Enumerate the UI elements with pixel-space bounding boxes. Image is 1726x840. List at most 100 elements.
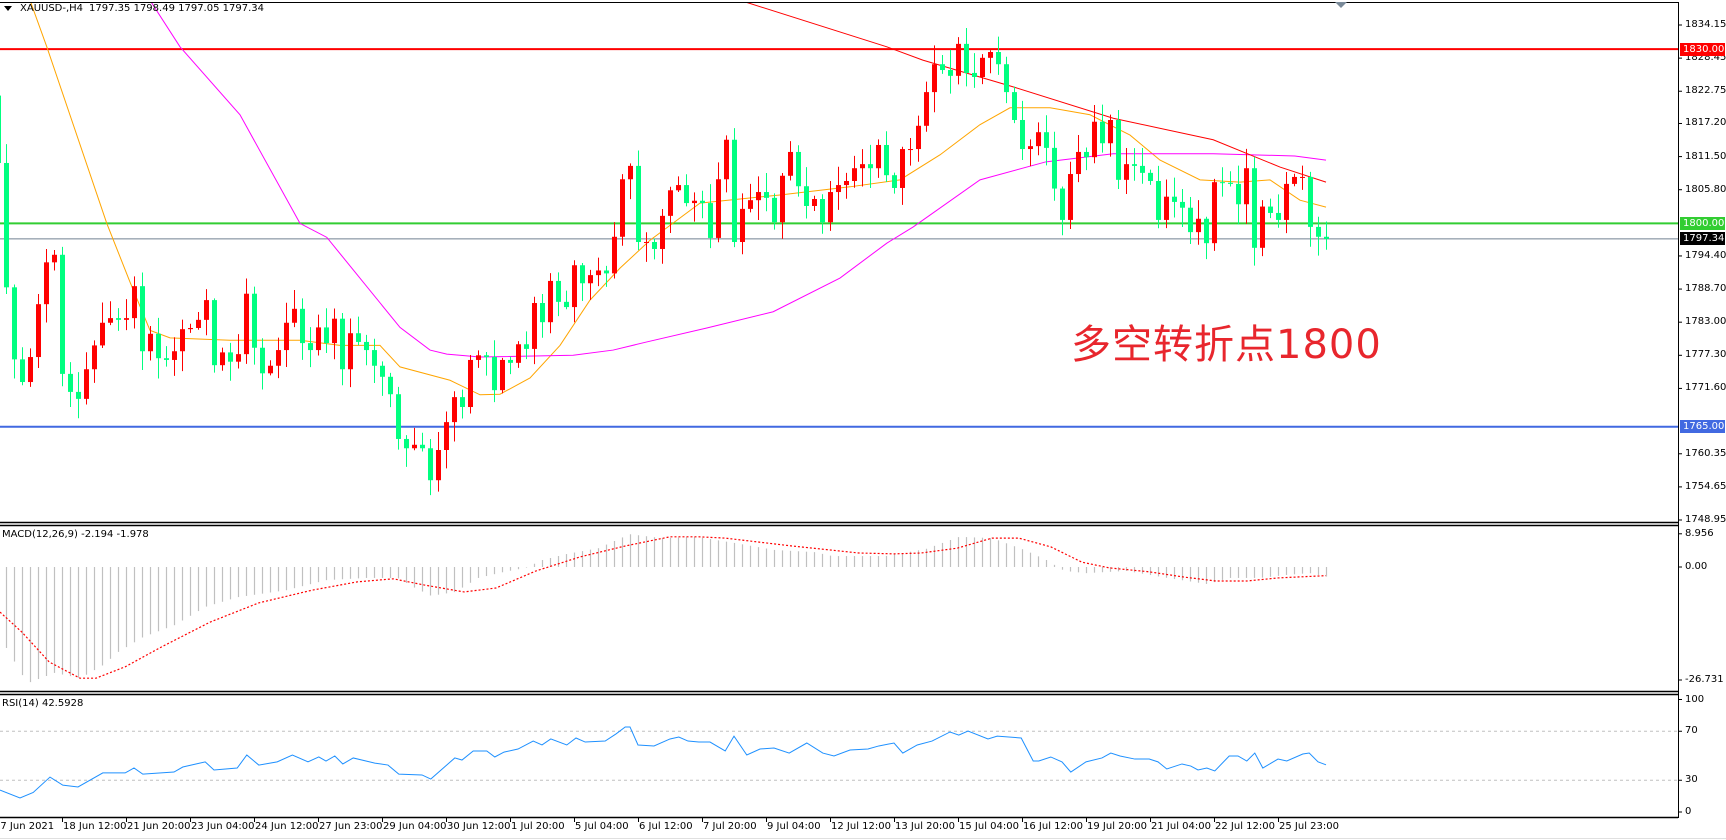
candle bbox=[436, 432, 441, 492]
candle bbox=[388, 372, 393, 408]
time-axis-label: 21 Jul 04:00 bbox=[1151, 821, 1211, 832]
candle-body bbox=[1324, 236, 1329, 239]
candle-body bbox=[468, 359, 473, 408]
candle-body bbox=[236, 354, 241, 362]
candle bbox=[604, 265, 609, 287]
candle bbox=[412, 427, 417, 451]
candle-body bbox=[1084, 151, 1089, 158]
candle-body bbox=[516, 344, 521, 363]
candle-body bbox=[228, 352, 233, 362]
candle bbox=[1036, 122, 1041, 156]
price-tick-label: 1834.15 bbox=[1685, 19, 1726, 30]
candle-body bbox=[1140, 165, 1145, 173]
candle-body bbox=[100, 322, 105, 346]
rsi-panel[interactable] bbox=[0, 726, 1678, 799]
price-tick-label: 1777.30 bbox=[1685, 349, 1726, 361]
candle-body bbox=[988, 52, 993, 58]
candle bbox=[844, 172, 849, 199]
macd-panel[interactable] bbox=[0, 534, 1328, 683]
level-price-tag: 1765.00 bbox=[1680, 420, 1725, 434]
candle-body bbox=[636, 165, 641, 243]
candle bbox=[836, 166, 841, 210]
candle-body bbox=[1300, 176, 1305, 178]
candle-body bbox=[908, 149, 913, 151]
candle-body bbox=[660, 215, 665, 249]
candle bbox=[1044, 115, 1049, 166]
candle-body bbox=[948, 70, 953, 76]
candle bbox=[932, 45, 937, 113]
candle-body bbox=[284, 322, 289, 351]
candle bbox=[860, 149, 865, 187]
time-axis-label: 7 Jul 20:00 bbox=[703, 821, 757, 832]
candle bbox=[1196, 200, 1201, 245]
candle bbox=[1324, 221, 1329, 250]
candle-body bbox=[268, 365, 273, 374]
candle-body bbox=[132, 286, 137, 319]
candle-body bbox=[316, 327, 321, 351]
price-tick-label: 1794.40 bbox=[1685, 249, 1726, 261]
candle bbox=[1012, 86, 1017, 124]
candle bbox=[1020, 100, 1025, 161]
candle-body bbox=[532, 303, 537, 349]
candle-body bbox=[1276, 212, 1281, 220]
candle bbox=[788, 141, 793, 181]
candle bbox=[780, 172, 785, 239]
candle bbox=[1148, 169, 1153, 185]
price-tick-label: 1771.60 bbox=[1685, 382, 1726, 394]
candle bbox=[908, 138, 913, 166]
candle-body bbox=[212, 300, 217, 366]
candle bbox=[116, 308, 121, 331]
candle-body bbox=[1076, 151, 1081, 175]
candle bbox=[1164, 179, 1169, 229]
chart-header: XAUUSD-,H4 1797.35 1798.49 1797.05 1797.… bbox=[4, 3, 264, 14]
chart-shift-marker-icon[interactable] bbox=[1335, 2, 1347, 8]
candle bbox=[1156, 165, 1161, 229]
candle bbox=[668, 186, 673, 233]
candle bbox=[1076, 135, 1081, 183]
candle-body bbox=[52, 254, 57, 263]
candle-body bbox=[1124, 164, 1129, 180]
candle bbox=[356, 316, 361, 346]
candle-body bbox=[0, 95, 1, 163]
candle-body bbox=[884, 144, 889, 176]
time-axis-label: 1 Jul 20:00 bbox=[511, 821, 565, 832]
candle-body bbox=[500, 359, 505, 391]
candle-body bbox=[876, 144, 881, 169]
candle-body bbox=[924, 92, 929, 126]
candle-body bbox=[444, 422, 449, 451]
candle-body bbox=[1204, 218, 1209, 244]
candle-body bbox=[1092, 121, 1097, 158]
candle bbox=[1236, 165, 1241, 225]
candle-body bbox=[36, 304, 41, 358]
macd-signal-line bbox=[0, 536, 1327, 679]
candle bbox=[420, 432, 425, 452]
rsi-line bbox=[0, 726, 1327, 799]
candle bbox=[252, 286, 257, 365]
triangle-down-icon[interactable] bbox=[4, 6, 12, 11]
candle bbox=[580, 262, 585, 302]
candle-body bbox=[460, 397, 465, 408]
candle-body bbox=[276, 350, 281, 366]
candle-body bbox=[612, 236, 617, 274]
candle bbox=[1244, 148, 1249, 224]
candle-body bbox=[340, 318, 345, 370]
candle bbox=[68, 362, 73, 407]
candle-body bbox=[1116, 119, 1121, 180]
candle bbox=[716, 162, 721, 243]
candle bbox=[108, 301, 113, 326]
time-axis-label: 5 Jul 04:00 bbox=[575, 821, 629, 832]
candle bbox=[124, 299, 129, 331]
candle bbox=[1124, 148, 1129, 195]
candle-body bbox=[396, 394, 401, 439]
candle bbox=[292, 289, 297, 328]
candle-body bbox=[748, 200, 753, 209]
candle bbox=[316, 314, 321, 356]
price-tick-label: 1788.70 bbox=[1685, 283, 1726, 295]
candle bbox=[1188, 197, 1193, 244]
candle-body bbox=[140, 286, 145, 352]
price-panel[interactable] bbox=[0, 0, 1678, 496]
candle-body bbox=[620, 179, 625, 237]
candle bbox=[612, 222, 617, 279]
candle bbox=[140, 272, 145, 371]
